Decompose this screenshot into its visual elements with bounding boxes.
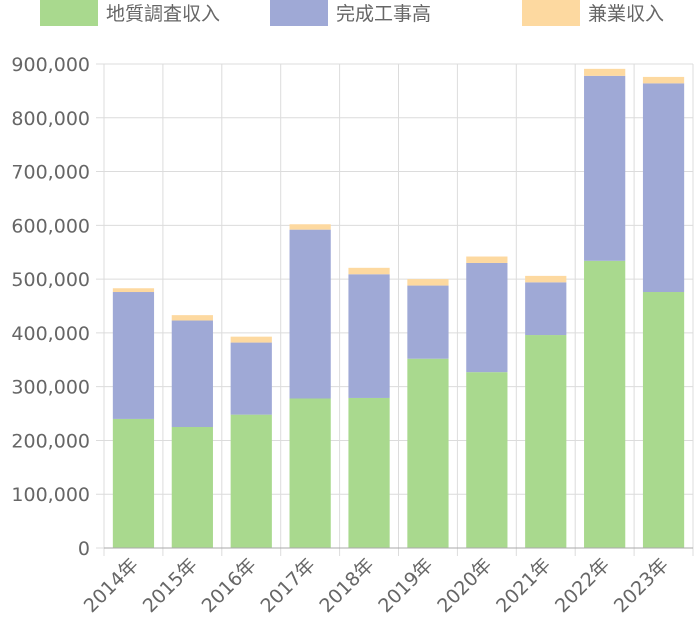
legend-label-2[interactable]: 兼業収入 [588, 3, 664, 25]
bar-0-3[interactable] [289, 398, 331, 548]
y-tick-label-0: 0 [78, 538, 90, 560]
bar-2-2[interactable] [230, 336, 272, 343]
bar-1-2[interactable] [230, 342, 272, 415]
x-tick-label-1: 2015年 [139, 554, 202, 617]
bar-0-5[interactable] [407, 358, 449, 548]
legend-swatch-0[interactable] [40, 0, 98, 26]
x-tick-label-8: 2022年 [551, 554, 614, 617]
y-axis: 0 100,000 200,000 300,000 400,000 500,000 600,… [11, 54, 90, 560]
bar-0-7[interactable] [525, 335, 567, 548]
y-tick-label-2: 200,000 [11, 430, 90, 452]
bar-1-6[interactable] [466, 262, 508, 373]
bar-2-0[interactable] [112, 288, 155, 293]
bar-2-3[interactable] [289, 224, 331, 230]
bar-1-0[interactable] [112, 292, 155, 419]
x-tick-label-7: 2021年 [492, 554, 555, 617]
bar-2-9[interactable] [642, 76, 685, 84]
y-tick-label-6: 600,000 [11, 215, 90, 237]
bar-2-1[interactable] [171, 315, 213, 321]
y-tick-label-9: 900,000 [11, 54, 90, 76]
bar-2-6[interactable] [466, 256, 508, 263]
legend-swatch-2[interactable] [522, 0, 580, 26]
bar-0-9[interactable] [642, 292, 685, 548]
bar-2-7[interactable] [525, 275, 567, 283]
x-axis: 2014年2015年2016年2017年2018年2019年2020年2021年… [80, 547, 693, 617]
bar-1-9[interactable] [642, 83, 685, 293]
y-tick-label-7: 700,000 [11, 162, 90, 184]
grid [96, 63, 694, 556]
y-tick-label-8: 800,000 [11, 108, 90, 130]
bar-1-4[interactable] [348, 274, 390, 398]
x-tick-label-4: 2018年 [315, 554, 378, 617]
y-tick-label-5: 500,000 [11, 269, 90, 291]
bar-2-5[interactable] [407, 279, 449, 286]
x-tick-label-2: 2016年 [198, 554, 261, 617]
bar-0-6[interactable] [466, 372, 508, 548]
y-tick-label-1: 100,000 [11, 484, 90, 506]
bar-1-8[interactable] [584, 75, 626, 261]
legend-swatch-1[interactable] [270, 0, 328, 26]
legend-label-0[interactable]: 地質調査収入 [106, 3, 220, 25]
bar-0-1[interactable] [171, 427, 213, 548]
x-tick-label-5: 2019年 [374, 554, 437, 617]
x-tick-label-6: 2020年 [433, 554, 496, 617]
legend-label-1[interactable]: 完成工事高 [336, 3, 431, 25]
bar-2-8[interactable] [584, 68, 626, 76]
y-tick-label-4: 400,000 [11, 323, 90, 345]
bar-1-5[interactable] [407, 285, 449, 359]
bar-0-4[interactable] [348, 397, 390, 548]
legend: 地質調査収入 完成工事高 兼業収入 [40, 0, 664, 26]
x-tick-label-9: 2023年 [610, 554, 673, 617]
bar-1-3[interactable] [289, 229, 331, 399]
x-tick-label-3: 2017年 [256, 554, 319, 617]
bar-0-8[interactable] [584, 260, 626, 548]
bar-0-0[interactable] [112, 418, 155, 548]
bar-2-4[interactable] [348, 267, 390, 275]
x-tick-label-0: 2014年 [80, 554, 143, 617]
bar-0-2[interactable] [230, 414, 272, 548]
bar-1-7[interactable] [525, 282, 567, 336]
bar-1-1[interactable] [171, 320, 213, 427]
y-tick-label-3: 300,000 [11, 377, 90, 399]
bars [112, 68, 685, 548]
